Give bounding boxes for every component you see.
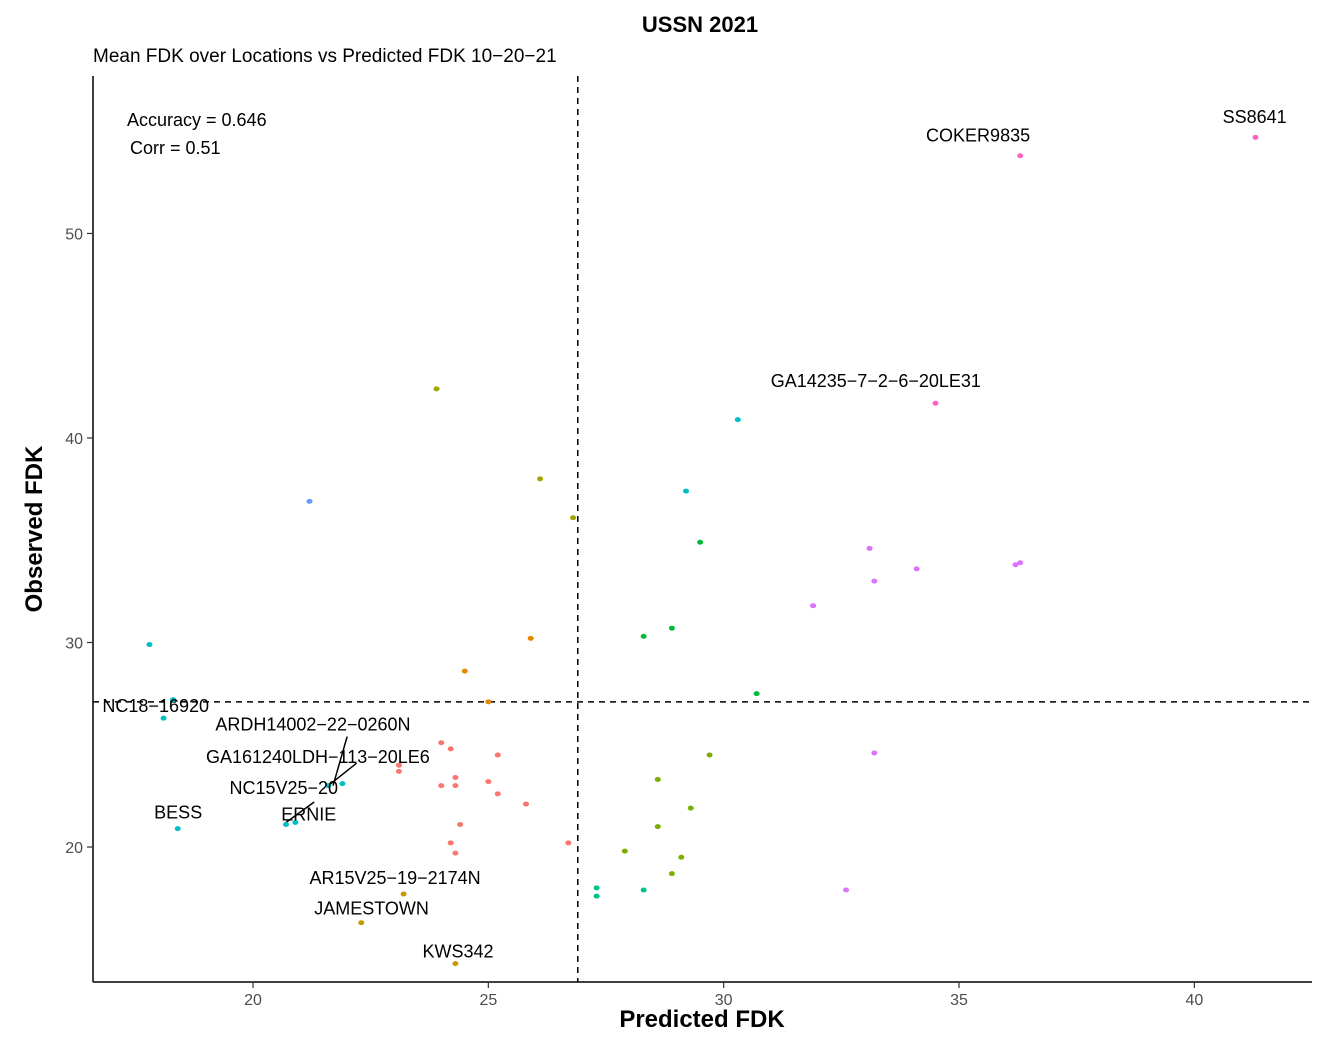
- data-point: [1012, 562, 1019, 568]
- data-point: [452, 774, 459, 780]
- point-label: GA14235−7−2−6−20LE31: [771, 371, 981, 391]
- data-point: [913, 566, 920, 572]
- point-label: AR15V25−19−2174N: [310, 868, 481, 888]
- data-point: [339, 781, 346, 787]
- data-point: [565, 840, 572, 846]
- data-point: [523, 801, 530, 807]
- point-label: COKER9835: [926, 125, 1030, 145]
- data-point: [668, 625, 675, 631]
- data-point: [433, 386, 440, 392]
- data-point: [438, 783, 445, 789]
- y-tick-label: 30: [65, 636, 83, 653]
- data-point: [843, 887, 850, 893]
- x-tick-label: 20: [244, 992, 262, 1009]
- data-point: [146, 642, 153, 648]
- label-leader-line: [285, 801, 315, 824]
- data-point: [400, 891, 407, 897]
- point-label: KWS342: [422, 941, 493, 961]
- point-label: SS8641: [1223, 107, 1287, 127]
- data-point: [160, 715, 167, 721]
- data-point: [325, 783, 332, 789]
- x-tick-label: 25: [479, 992, 497, 1009]
- data-point: [447, 840, 454, 846]
- point-label: NC18−16920: [102, 696, 209, 716]
- data-point: [447, 746, 454, 752]
- data-point: [640, 633, 647, 639]
- data-point: [593, 893, 600, 899]
- data-point: [871, 750, 878, 756]
- chart-title: USSN 2021: [642, 12, 758, 37]
- accuracy-annotation: Accuracy = 0.646: [127, 110, 267, 130]
- data-point: [494, 791, 501, 797]
- data-point: [866, 545, 873, 551]
- data-point: [654, 777, 661, 783]
- data-point: [527, 635, 534, 641]
- data-point: [668, 871, 675, 877]
- data-point: [683, 488, 690, 494]
- y-tick-label: 50: [65, 226, 83, 243]
- data-point: [1017, 153, 1024, 159]
- corr-annotation: Corr = 0.51: [130, 138, 221, 158]
- data-point: [687, 805, 694, 811]
- label-leader-line: [327, 762, 358, 787]
- x-tick-label: 40: [1185, 992, 1203, 1009]
- x-axis-label: Predicted FDK: [619, 1006, 785, 1033]
- data-point: [753, 691, 760, 697]
- y-axis-label: Observed FDK: [21, 445, 48, 612]
- data-point: [174, 826, 181, 832]
- data-point: [621, 848, 628, 854]
- data-point: [282, 822, 289, 828]
- x-tick-label: 35: [950, 992, 968, 1009]
- data-point: [810, 603, 817, 609]
- data-point: [170, 697, 177, 703]
- data-point: [570, 515, 577, 521]
- data-point: [706, 752, 713, 758]
- plot-area: SS8641 COKER9835 GA14235−7−2−6−20LE31 NC18−…: [65, 76, 1312, 1009]
- data-point: [871, 578, 878, 584]
- point-label: JAMESTOWN: [314, 899, 429, 919]
- x-tick-label: 30: [715, 992, 733, 1009]
- data-point: [678, 854, 685, 860]
- data-point: [1252, 134, 1259, 140]
- data-point: [485, 779, 492, 785]
- label-leader-line: [332, 736, 348, 786]
- data-point: [306, 498, 313, 504]
- data-point: [452, 783, 459, 789]
- data-point: [593, 885, 600, 891]
- point-label: ERNIE: [281, 804, 336, 824]
- chart-subtitle: Mean FDK over Locations vs Predicted FDK…: [93, 46, 557, 67]
- data-point: [461, 668, 468, 674]
- data-point: [452, 850, 459, 856]
- point-label: ARDH14002−22−0260N: [215, 714, 410, 734]
- point-label: GA161240LDH−113−20LE6: [206, 747, 430, 767]
- data-point: [654, 824, 661, 830]
- point-label: BESS: [154, 802, 202, 822]
- point-label: NC15V25−20: [229, 778, 338, 798]
- data-point: [438, 740, 445, 746]
- data-point: [358, 920, 365, 926]
- data-point: [697, 539, 704, 545]
- data-point: [494, 752, 501, 758]
- data-point: [485, 699, 492, 705]
- data-point: [457, 822, 464, 828]
- y-tick-label: 20: [65, 840, 83, 857]
- data-point: [452, 961, 459, 967]
- data-point: [640, 887, 647, 893]
- data-point: [932, 400, 939, 406]
- data-point: [395, 768, 402, 774]
- y-tick-label: 40: [65, 431, 83, 448]
- data-point: [734, 417, 741, 423]
- data-point: [537, 476, 544, 482]
- data-point: [292, 819, 299, 825]
- data-point: [395, 762, 402, 768]
- data-point: [1017, 560, 1024, 566]
